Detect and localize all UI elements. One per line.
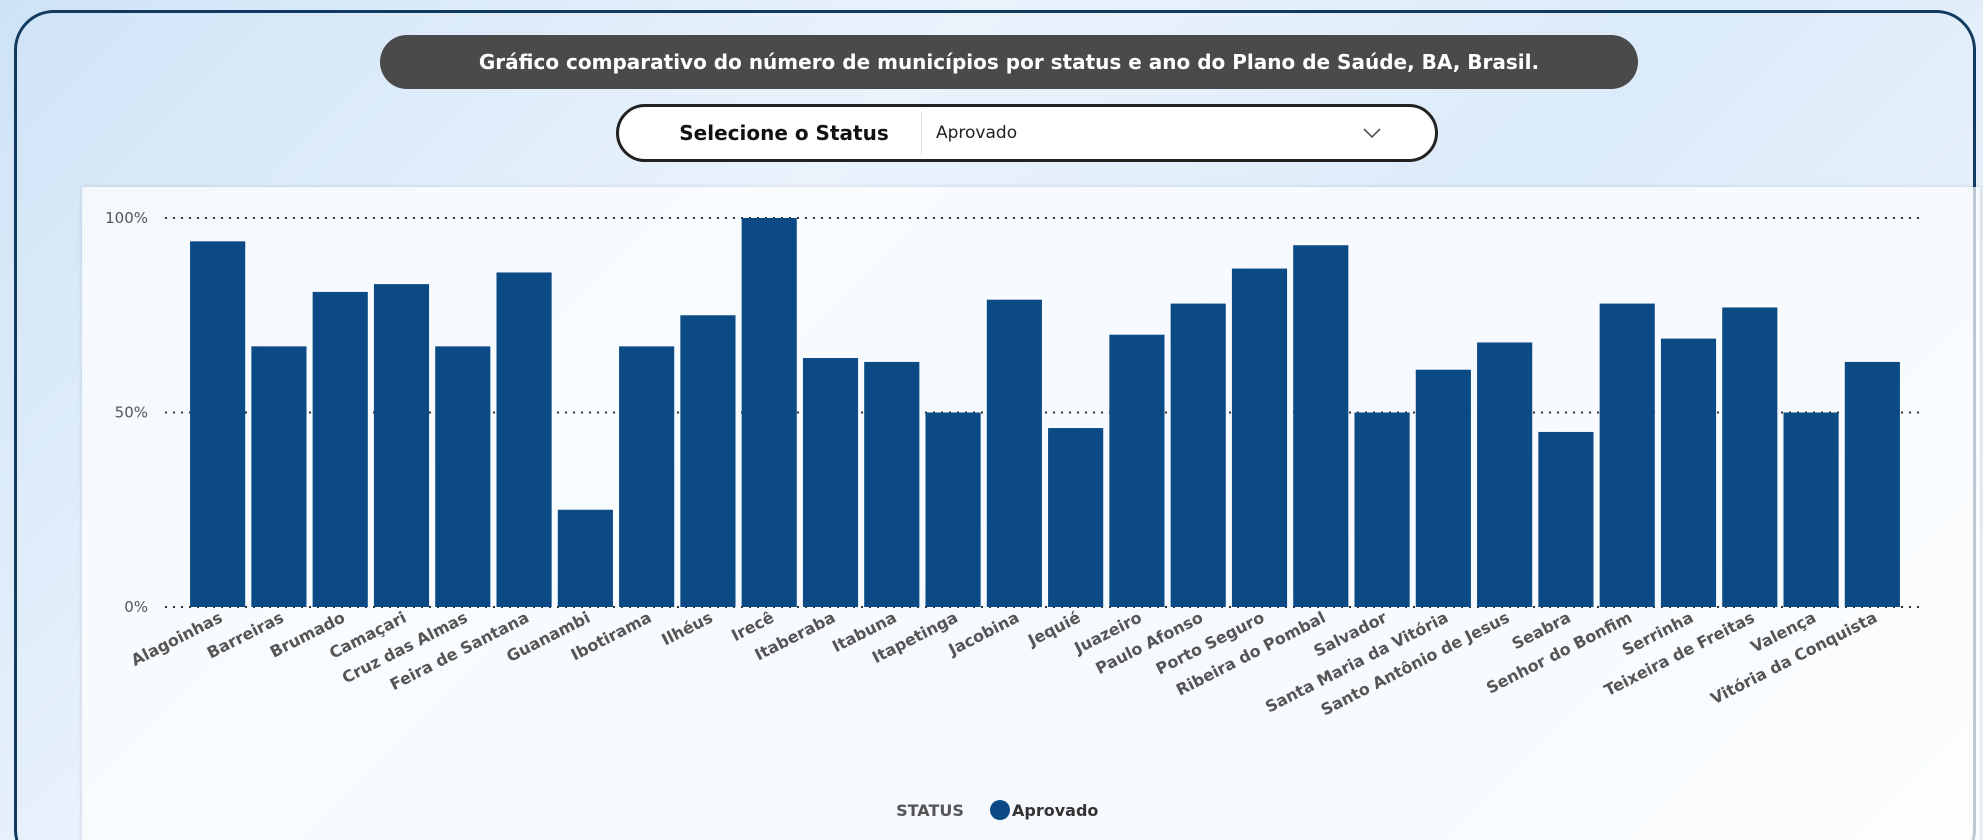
dropdown[interactable]: Aprovado	[921, 111, 1402, 155]
bar	[190, 241, 246, 607]
y-tick-label: 100%	[105, 209, 148, 227]
bar	[864, 361, 920, 607]
bar	[373, 284, 430, 607]
bar	[1293, 245, 1349, 608]
dropdown-value: Aprovado	[936, 123, 1018, 143]
bar	[741, 218, 797, 607]
bar	[1844, 361, 1900, 607]
bar	[1231, 268, 1288, 607]
bar	[312, 291, 368, 607]
bar	[1783, 412, 1839, 607]
bar	[1538, 431, 1594, 607]
bar	[680, 315, 736, 607]
bar	[1722, 307, 1778, 607]
bar	[1599, 303, 1655, 607]
chevron	[1363, 128, 1381, 139]
filter-label: Selecione o Status	[679, 121, 889, 145]
status-filter[interactable]: Selecione o Status Aprovado	[616, 104, 1438, 162]
bar	[1109, 334, 1165, 607]
bar	[557, 509, 613, 607]
bar	[1170, 303, 1226, 607]
bar	[986, 299, 1042, 607]
bar	[619, 346, 675, 607]
y-tick-label: 0%	[124, 598, 148, 616]
x-tick-label: Ilhéus	[658, 608, 715, 650]
bar	[1415, 369, 1471, 607]
bar	[1354, 412, 1410, 607]
bar	[925, 412, 981, 607]
x-tick-label: Jacobina	[945, 608, 1023, 660]
bar	[1048, 428, 1104, 607]
title: Gráfico comparativo do número de municíp…	[380, 35, 1638, 89]
bar	[251, 346, 307, 607]
y-tick-label: 50%	[115, 404, 148, 422]
legend-title: STATUS	[896, 801, 964, 820]
bar	[1660, 338, 1717, 607]
legend-marker	[990, 800, 1010, 820]
bar	[802, 358, 859, 607]
legend-label: Aprovado	[1012, 801, 1098, 820]
bar	[496, 272, 552, 607]
bar	[435, 346, 491, 607]
bar	[1477, 342, 1533, 607]
